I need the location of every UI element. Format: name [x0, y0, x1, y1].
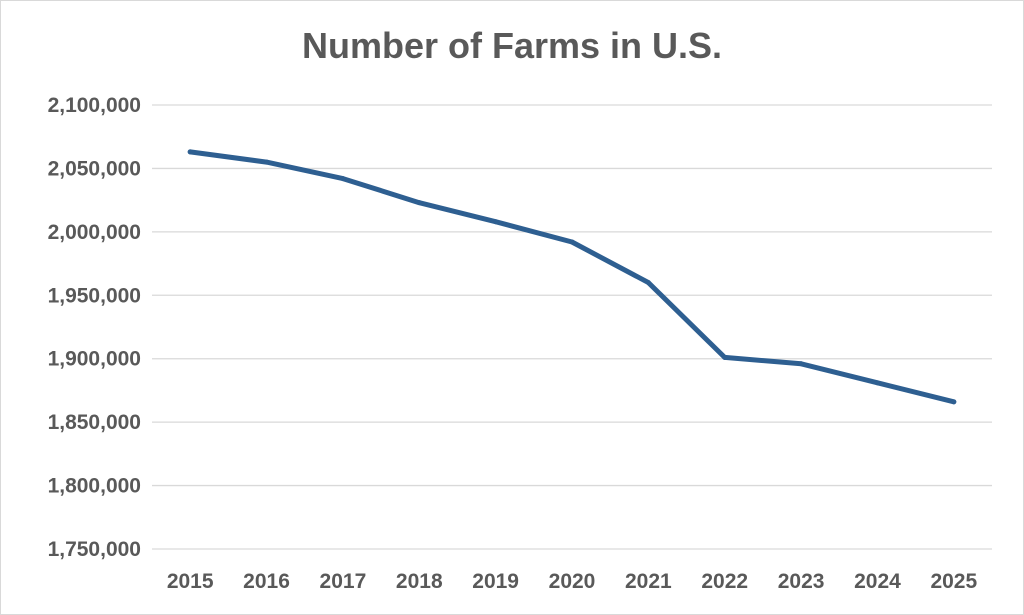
data-point — [187, 149, 193, 155]
y-tick-label: 2,050,000 — [48, 157, 141, 180]
y-tick-label: 2,100,000 — [48, 94, 141, 117]
x-tick-label: 2016 — [243, 570, 290, 593]
data-point — [416, 200, 422, 206]
x-tick-label: 2023 — [778, 570, 825, 593]
data-point — [340, 176, 346, 182]
x-tick-label: 2015 — [167, 570, 214, 593]
x-axis-ticks: 2015 2016 2017 2018 2019 2020 2021 2022 2023 2024… — [167, 570, 978, 593]
data-point — [951, 399, 957, 405]
data-point — [874, 380, 880, 386]
y-axis-ticks: 2,100,000 2,050,000 2,000,000 1,950,000 1,90… — [48, 94, 141, 561]
y-tick-label: 2,000,000 — [48, 221, 141, 244]
series-group — [187, 149, 957, 405]
x-tick-label: 2019 — [472, 570, 519, 593]
data-point — [798, 361, 804, 367]
data-point — [264, 159, 270, 165]
x-tick-label: 2021 — [625, 570, 672, 593]
data-point — [645, 280, 651, 286]
x-tick-label: 2025 — [930, 570, 977, 593]
y-tick-label: 1,900,000 — [48, 348, 141, 371]
x-tick-label: 2024 — [854, 570, 901, 593]
data-point — [722, 354, 728, 360]
gridlines — [152, 104, 992, 550]
x-tick-label: 2018 — [396, 570, 443, 593]
x-tick-label: 2022 — [701, 570, 748, 593]
data-point — [493, 219, 499, 225]
chart-title: Number of Farms in U.S. — [302, 25, 722, 66]
x-tick-label: 2020 — [549, 570, 596, 593]
x-tick-label: 2017 — [320, 570, 367, 593]
y-tick-label: 1,950,000 — [48, 284, 141, 307]
data-point — [569, 239, 575, 245]
y-tick-label: 1,750,000 — [48, 538, 141, 561]
y-tick-label: 1,850,000 — [48, 411, 141, 434]
y-tick-label: 1,800,000 — [48, 475, 141, 498]
series-line — [187, 149, 957, 405]
